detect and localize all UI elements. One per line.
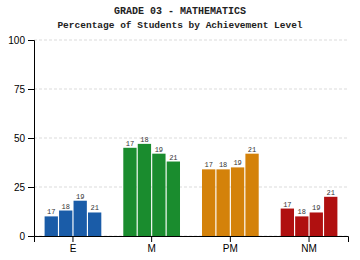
bar-label: 18 <box>62 203 70 211</box>
bar <box>310 212 323 236</box>
bar-label: 18 <box>140 136 148 144</box>
axis-line <box>35 237 349 243</box>
bar <box>74 201 87 236</box>
bar <box>216 169 229 236</box>
tick-label: 100 <box>8 35 25 46</box>
bar-label: 21 <box>248 146 256 154</box>
tick: PM <box>223 236 238 254</box>
tick-label: NM <box>301 243 317 254</box>
bar-label: 17 <box>126 140 134 148</box>
bar-label: 19 <box>76 193 84 201</box>
bar <box>123 148 136 236</box>
tick-label: M <box>147 243 155 254</box>
bar <box>245 154 258 236</box>
tick-mark <box>28 138 34 139</box>
x-axis: E M PM NM <box>35 236 349 254</box>
bar <box>152 154 165 236</box>
bar-label: 17 <box>47 208 55 216</box>
tick: M <box>147 236 155 254</box>
bar-label: 18 <box>298 208 306 216</box>
grid-line <box>34 187 348 188</box>
tick-label: 25 <box>14 182 26 193</box>
tick-mark <box>309 236 310 242</box>
tick-label: E <box>70 243 77 254</box>
tick: NM <box>301 236 317 254</box>
bar <box>88 212 101 236</box>
tick: 75 <box>14 84 34 95</box>
bar <box>295 216 308 236</box>
tick-mark <box>72 236 73 242</box>
bar-label: 17 <box>283 201 291 209</box>
tick-label: PM <box>223 243 238 254</box>
axis-line <box>28 41 35 237</box>
bar <box>202 169 215 236</box>
bar-label: 19 <box>233 159 241 167</box>
grid-line <box>34 40 348 41</box>
tick-mark <box>230 236 231 242</box>
tick: 0 <box>19 231 34 242</box>
bar-label: 18 <box>219 161 227 169</box>
tick-label: 50 <box>14 133 26 144</box>
tick-mark <box>28 187 34 188</box>
tick: 50 <box>14 133 34 144</box>
bar-labels: 17 17 17 17 18 18 18 18 19 19 19 19 21 21 21 21 <box>47 136 335 217</box>
title: GRADE 03 - MATHEMATICS <box>114 6 246 17</box>
tick-mark <box>151 236 152 242</box>
tick-label: 0 <box>19 231 25 242</box>
tick-mark <box>28 89 34 90</box>
bar <box>281 209 294 236</box>
y-axis: 0 25 50 75 100 <box>8 35 34 242</box>
tick: E <box>70 236 77 254</box>
tick-mark <box>28 40 34 41</box>
bar <box>324 197 337 236</box>
grid-line <box>34 89 348 90</box>
grid <box>34 40 348 236</box>
bar-label: 17 <box>204 161 212 169</box>
plot: 17 17 17 17 18 18 18 18 19 19 19 19 21 21 21 21 0 25 50 75 1… <box>8 35 348 254</box>
bar <box>231 167 244 236</box>
bar-label: 21 <box>327 189 335 197</box>
bars <box>45 144 338 236</box>
bar-label: 19 <box>155 146 163 154</box>
subtitle: Percentage of Students by Achievement Le… <box>57 20 302 31</box>
grid-line <box>34 138 348 139</box>
tick: 25 <box>14 182 34 193</box>
tick-mark <box>28 236 34 237</box>
bar <box>59 211 72 236</box>
bar-label: 21 <box>90 204 98 212</box>
bar <box>45 216 58 236</box>
bar <box>167 162 180 236</box>
tick: 100 <box>8 35 34 46</box>
bar <box>138 144 151 236</box>
tick-label: 75 <box>14 84 26 95</box>
chart: GRADE 03 - MATHEMATICS Percentage of Stud… <box>0 0 360 260</box>
bar-label: 21 <box>169 154 177 162</box>
bar-label: 19 <box>312 204 320 212</box>
